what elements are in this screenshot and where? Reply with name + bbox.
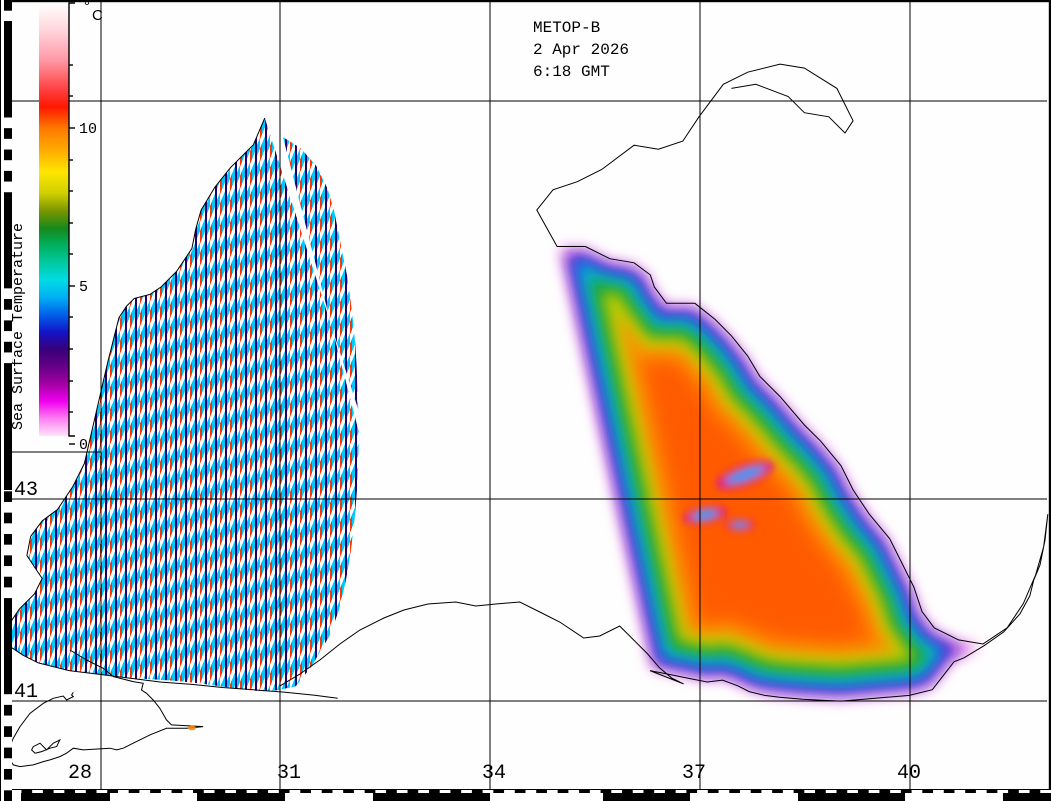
svg-text:34: 34 xyxy=(482,762,506,785)
svg-text:40: 40 xyxy=(897,762,921,785)
svg-text:0: 0 xyxy=(79,437,88,454)
svg-text:°: ° xyxy=(84,0,90,15)
svg-text:6:18 GMT: 6:18 GMT xyxy=(533,63,610,81)
svg-text:10: 10 xyxy=(79,121,97,138)
svg-text:C: C xyxy=(92,7,103,24)
svg-text:37: 37 xyxy=(682,762,706,785)
svg-text:28: 28 xyxy=(68,762,92,785)
svg-text:METOP-B: METOP-B xyxy=(533,19,600,37)
svg-text:5: 5 xyxy=(79,279,88,296)
svg-text:2 Apr 2026: 2 Apr 2026 xyxy=(533,41,629,59)
svg-text:41: 41 xyxy=(14,681,38,704)
svg-text:43: 43 xyxy=(14,479,38,502)
svg-text:31: 31 xyxy=(277,762,301,785)
svg-text:Sea Surface Temperature: Sea Surface Temperature xyxy=(10,223,27,430)
